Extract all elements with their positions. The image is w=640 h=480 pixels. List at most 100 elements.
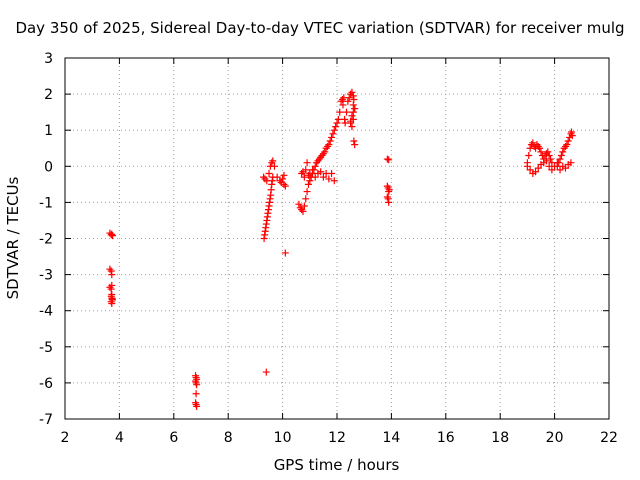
data-point bbox=[544, 148, 552, 156]
data-point bbox=[536, 144, 544, 152]
data-point bbox=[555, 159, 563, 167]
data-point bbox=[556, 155, 564, 163]
x-axis-label: GPS time / hours bbox=[273, 456, 400, 474]
data-point bbox=[325, 175, 333, 183]
data-point bbox=[299, 207, 307, 215]
data-point bbox=[302, 195, 310, 203]
data-point bbox=[350, 137, 358, 145]
data-point bbox=[280, 171, 288, 179]
data-point bbox=[349, 101, 357, 109]
data-point bbox=[383, 155, 391, 163]
x-tick-label: 2 bbox=[61, 430, 70, 446]
data-point bbox=[311, 162, 319, 170]
y-tick-label: -4 bbox=[39, 304, 53, 320]
data-point bbox=[281, 249, 289, 257]
data-point bbox=[330, 126, 338, 134]
data-point bbox=[339, 101, 347, 109]
data-point bbox=[336, 108, 344, 116]
x-tick-label: 8 bbox=[224, 430, 233, 446]
data-point bbox=[303, 159, 311, 167]
data-point bbox=[108, 230, 116, 238]
data-point bbox=[347, 117, 355, 125]
data-point bbox=[300, 202, 308, 210]
data-point bbox=[334, 115, 342, 123]
data-point bbox=[567, 128, 575, 136]
data-point bbox=[523, 162, 531, 170]
x-tick-label: 14 bbox=[382, 430, 400, 446]
data-point bbox=[559, 148, 567, 156]
data-point bbox=[345, 94, 353, 102]
data-point bbox=[564, 137, 572, 145]
data-point bbox=[561, 164, 569, 172]
data-point bbox=[556, 166, 564, 174]
data-point bbox=[108, 281, 116, 289]
y-tick-label: 3 bbox=[44, 51, 53, 67]
data-point bbox=[330, 177, 338, 185]
data-point bbox=[542, 157, 550, 165]
data-point bbox=[263, 177, 271, 185]
y-tick-label: 2 bbox=[44, 87, 53, 103]
x-tick-label: 16 bbox=[437, 430, 455, 446]
data-point bbox=[348, 112, 356, 120]
y-tick-label: -6 bbox=[39, 376, 53, 392]
y-tick-label: -3 bbox=[39, 268, 53, 284]
data-point bbox=[351, 141, 359, 149]
data-point bbox=[192, 390, 200, 398]
y-tick-label: -7 bbox=[39, 412, 53, 428]
y-tick-label: -1 bbox=[39, 195, 53, 211]
data-point bbox=[321, 148, 329, 156]
data-point bbox=[270, 162, 278, 170]
data-point bbox=[348, 123, 356, 131]
data-point bbox=[557, 151, 565, 159]
data-point bbox=[273, 173, 281, 181]
data-point bbox=[343, 108, 351, 116]
data-point bbox=[302, 166, 310, 174]
x-tick-label: 4 bbox=[115, 430, 124, 446]
data-point bbox=[279, 175, 287, 183]
data-point bbox=[385, 156, 393, 164]
data-point bbox=[344, 97, 352, 105]
y-tick-label: -2 bbox=[39, 232, 53, 248]
data-point bbox=[108, 290, 116, 298]
x-tick-label: 18 bbox=[491, 430, 509, 446]
data-point bbox=[348, 88, 356, 96]
x-tick-label: 22 bbox=[600, 430, 618, 446]
data-point bbox=[351, 105, 359, 113]
data-point bbox=[333, 119, 341, 127]
data-point bbox=[526, 166, 534, 174]
data-point bbox=[280, 180, 288, 188]
x-tick-label: 10 bbox=[274, 430, 292, 446]
data-point bbox=[525, 151, 533, 159]
chart-title: Day 350 of 2025, Sidereal Day-to-day VTE… bbox=[15, 19, 625, 37]
grid-lines bbox=[65, 58, 609, 419]
data-point bbox=[193, 381, 201, 389]
data-point bbox=[332, 123, 340, 131]
data-point bbox=[529, 139, 537, 147]
y-tick-label: 0 bbox=[44, 159, 53, 175]
data-point bbox=[319, 173, 327, 181]
data-point bbox=[304, 180, 312, 188]
data-point bbox=[260, 173, 268, 181]
data-point bbox=[568, 132, 576, 140]
y-axis-ticks: 3 2 1 0 -1 -2 -3 -4 -5 -6 -7 bbox=[39, 51, 609, 428]
data-point bbox=[325, 141, 333, 149]
data-point bbox=[311, 173, 319, 181]
data-point bbox=[326, 137, 334, 145]
data-point bbox=[349, 108, 357, 116]
data-point bbox=[385, 186, 393, 194]
x-axis-ticks: 2 4 6 8 10 12 14 16 18 20 22 bbox=[61, 58, 618, 446]
data-point bbox=[328, 170, 336, 178]
data-point bbox=[534, 164, 542, 172]
data-point bbox=[317, 168, 325, 176]
data-point bbox=[300, 173, 308, 181]
data-points bbox=[106, 88, 576, 410]
data-point bbox=[548, 166, 556, 174]
data-point bbox=[303, 188, 311, 196]
x-tick-label: 6 bbox=[169, 430, 178, 446]
data-point bbox=[108, 271, 116, 279]
data-point bbox=[265, 170, 273, 178]
data-point bbox=[545, 151, 553, 159]
x-tick-label: 20 bbox=[546, 430, 564, 446]
data-point bbox=[329, 130, 337, 138]
